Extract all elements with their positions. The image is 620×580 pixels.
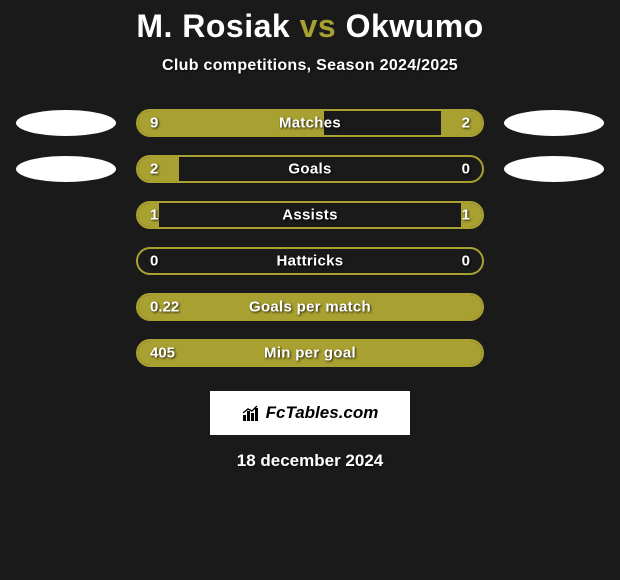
stat-value-right: 1 <box>462 207 470 224</box>
stat-bar: 2 0 Goals <box>136 155 484 183</box>
chart-icon <box>242 405 262 421</box>
vs-text: vs <box>300 8 337 44</box>
stat-bar: 9 2 Matches <box>136 109 484 137</box>
stat-label: Hattricks <box>277 253 344 270</box>
stat-bar: 405 Min per goal <box>136 339 484 367</box>
player-left-name: M. Rosiak <box>136 8 290 44</box>
stat-value-left: 9 <box>150 115 158 132</box>
stat-value-left: 405 <box>150 345 175 362</box>
stat-bar: 0.22 Goals per match <box>136 293 484 321</box>
stat-value-left: 1 <box>150 207 158 224</box>
stat-bar: 0 0 Hattricks <box>136 247 484 275</box>
stat-row: 405 Min per goal <box>6 339 614 367</box>
stat-label: Assists <box>282 207 337 224</box>
brand-badge: FcTables.com <box>210 391 410 435</box>
comparison-container: M. Rosiak vs Okwumo Club competitions, S… <box>0 0 620 580</box>
team-logo-right <box>504 156 604 182</box>
stat-label: Goals per match <box>249 299 371 316</box>
stat-row: 0.22 Goals per match <box>6 293 614 321</box>
stat-label: Matches <box>279 115 341 132</box>
stat-row: 1 1 Assists <box>6 201 614 229</box>
stat-row: 0 0 Hattricks <box>6 247 614 275</box>
date-text: 18 december 2024 <box>237 451 384 471</box>
team-logo-left <box>16 110 116 136</box>
brand-label: FcTables.com <box>266 403 379 423</box>
stat-value-right: 0 <box>462 161 470 178</box>
stat-value-left: 0.22 <box>150 299 179 316</box>
stat-value-right: 0 <box>462 253 470 270</box>
stat-value-right: 2 <box>462 115 470 132</box>
player-right-name: Okwumo <box>346 8 484 44</box>
stat-value-left: 2 <box>150 161 158 178</box>
stat-row: 9 2 Matches <box>6 109 614 137</box>
page-title: M. Rosiak vs Okwumo <box>136 8 483 45</box>
stat-label: Goals <box>288 161 331 178</box>
brand-text: FcTables.com <box>242 403 379 423</box>
subtitle: Club competitions, Season 2024/2025 <box>162 57 458 75</box>
team-logo-right <box>504 110 604 136</box>
stat-value-left: 0 <box>150 253 158 270</box>
stats-rows: 9 2 Matches 2 0 Goals 1 1 Assists 0 0 Hattricks 0.22… <box>6 109 614 385</box>
stat-row: 2 0 Goals <box>6 155 614 183</box>
stat-label: Min per goal <box>264 345 356 362</box>
team-logo-left <box>16 156 116 182</box>
bar-fill-left <box>138 157 179 181</box>
stat-bar: 1 1 Assists <box>136 201 484 229</box>
